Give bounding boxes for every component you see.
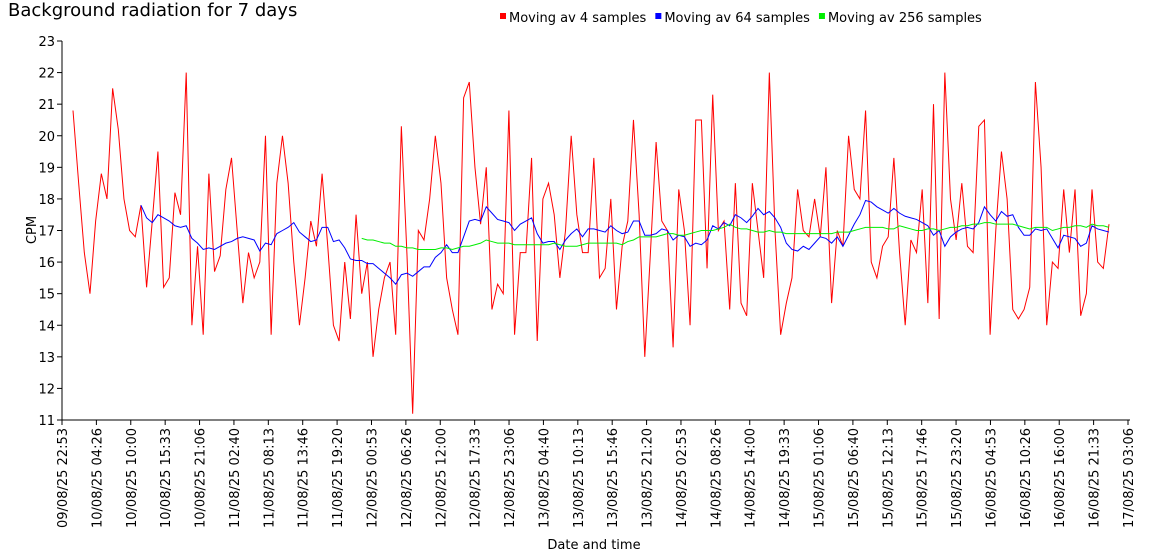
y-tick-label: 22 <box>38 67 55 82</box>
x-tick-label: 10/08/25 10:00 <box>125 428 140 528</box>
x-tick-label: 09/08/25 22:53 <box>56 428 71 528</box>
x-tick-label: 17/08/25 03:06 <box>1122 428 1137 528</box>
legend-swatch <box>655 13 662 19</box>
x-tick-label: 12/08/25 12:00 <box>434 428 449 528</box>
x-tick-label: 16/08/25 04:53 <box>984 428 999 528</box>
x-tick-label: 15/08/25 17:46 <box>916 428 931 528</box>
x-axis-label: Date and time <box>547 538 640 553</box>
x-tick-label: 16/08/25 10:26 <box>1019 428 1034 528</box>
y-tick-label: 20 <box>38 130 55 145</box>
x-tick-label: 10/08/25 04:26 <box>90 428 105 528</box>
legend-label: Moving av 64 samples <box>664 11 810 26</box>
y-tick-label: 19 <box>38 161 55 176</box>
x-tick-label: 12/08/25 17:33 <box>469 428 484 528</box>
y-tick-label: 12 <box>38 382 55 397</box>
y-tick-label: 15 <box>38 288 55 303</box>
x-tick-label: 16/08/25 21:33 <box>1088 428 1103 528</box>
y-tick-label: 16 <box>38 256 55 271</box>
x-tick-label: 13/08/25 15:46 <box>606 428 621 528</box>
series-line <box>72 72 1110 414</box>
y-tick-label: 17 <box>38 225 55 240</box>
legend-swatch <box>500 13 506 19</box>
x-tick-label: 10/08/25 15:33 <box>159 428 174 528</box>
x-tick-label: 12/08/25 06:26 <box>400 428 415 528</box>
x-tick-label: 15/08/25 06:40 <box>847 428 862 528</box>
y-tick-label: 18 <box>38 193 55 208</box>
series-line <box>140 199 1110 286</box>
chart-title: Background radiation for 7 days <box>8 0 297 21</box>
y-tick-label: 14 <box>38 319 55 334</box>
y-axis-label: CPM <box>25 216 40 244</box>
x-tick-label: 13/08/25 10:13 <box>572 428 587 528</box>
x-tick-label: 13/08/25 04:40 <box>537 428 552 528</box>
legend-swatch <box>818 13 825 19</box>
x-tick-label: 11/08/25 19:20 <box>331 428 346 528</box>
x-tick-label: 12/08/25 23:06 <box>503 428 518 528</box>
x-tick-label: 14/08/25 14:00 <box>744 428 759 528</box>
x-tick-label: 11/08/25 02:40 <box>228 428 243 528</box>
x-tick-label: 10/08/25 21:06 <box>194 428 209 528</box>
x-tick-label: 15/08/25 01:06 <box>813 428 828 528</box>
y-tick-label: 13 <box>38 351 55 366</box>
x-tick-label: 15/08/25 23:20 <box>950 428 965 528</box>
x-tick-label: 16/08/25 16:00 <box>1053 428 1068 528</box>
x-tick-label: 11/08/25 13:46 <box>297 428 312 528</box>
x-tick-label: 15/08/25 12:13 <box>881 428 896 528</box>
y-tick-label: 23 <box>38 35 55 50</box>
y-tick-label: 11 <box>38 414 55 429</box>
x-tick-label: 13/08/25 21:20 <box>641 428 656 528</box>
x-tick-label: 14/08/25 08:26 <box>709 428 724 528</box>
x-tick-label: 11/08/25 08:13 <box>262 428 277 528</box>
legend-label: Moving av 256 samples <box>828 11 982 26</box>
x-tick-label: 12/08/25 00:53 <box>365 428 380 528</box>
x-tick-label: 14/08/25 19:33 <box>778 428 793 528</box>
series-line <box>361 222 1110 250</box>
y-tick-label: 21 <box>38 98 55 113</box>
x-tick-label: 14/08/25 02:53 <box>675 428 690 528</box>
legend-label: Moving av 4 samples <box>509 11 647 26</box>
